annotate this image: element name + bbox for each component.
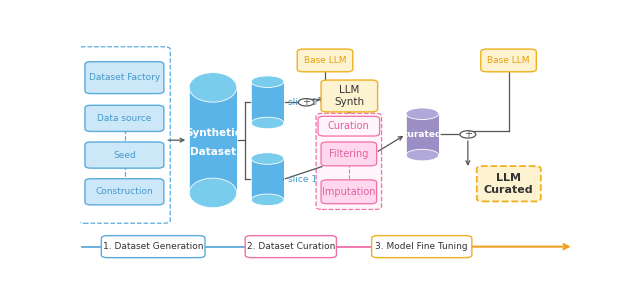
FancyBboxPatch shape [85,179,164,205]
FancyBboxPatch shape [85,142,164,168]
Circle shape [460,131,476,138]
Text: 1. Dataset Generation: 1. Dataset Generation [103,242,204,251]
Text: Dataset Factory: Dataset Factory [89,73,160,82]
Text: 3. Model Fine Tuning: 3. Model Fine Tuning [376,242,468,251]
Text: LLM
Curated: LLM Curated [484,173,534,195]
Bar [251,159,284,200]
Text: +: + [464,129,472,139]
FancyBboxPatch shape [101,236,205,258]
FancyBboxPatch shape [297,49,353,72]
FancyBboxPatch shape [321,142,376,166]
Ellipse shape [251,117,284,129]
Text: Data source: Data source [97,114,152,123]
Ellipse shape [406,108,438,119]
Bar [406,114,438,155]
FancyBboxPatch shape [316,113,381,209]
Text: Curation: Curation [328,121,370,131]
Text: Base LLM: Base LLM [487,56,530,65]
Ellipse shape [251,76,284,87]
Text: slice 0: slice 0 [288,98,317,107]
FancyBboxPatch shape [321,80,378,112]
FancyBboxPatch shape [318,116,380,136]
Text: slice 1: slice 1 [288,175,317,184]
FancyBboxPatch shape [85,105,164,131]
Text: Construction: Construction [95,187,153,196]
Bar [189,87,237,193]
FancyBboxPatch shape [477,166,541,201]
Ellipse shape [406,149,438,161]
Circle shape [298,99,314,106]
FancyBboxPatch shape [372,236,472,258]
Ellipse shape [251,153,284,164]
Text: Filtering: Filtering [329,149,369,159]
FancyBboxPatch shape [85,62,164,94]
Text: Dataset: Dataset [190,147,236,157]
Text: LLM
Synth: LLM Synth [334,85,364,107]
Text: Imputation: Imputation [322,187,376,197]
Bar [251,82,284,123]
FancyBboxPatch shape [245,236,337,258]
Text: 2. Dataset Curation: 2. Dataset Curation [246,242,335,251]
Ellipse shape [189,178,237,208]
Text: +: + [302,97,310,107]
Ellipse shape [189,73,237,102]
Text: Synthetic: Synthetic [185,128,241,138]
Ellipse shape [251,194,284,206]
Text: Seed: Seed [113,150,136,160]
FancyBboxPatch shape [321,180,376,204]
Text: Base LLM: Base LLM [304,56,346,65]
Text: curated: curated [403,130,442,139]
FancyBboxPatch shape [481,49,536,72]
